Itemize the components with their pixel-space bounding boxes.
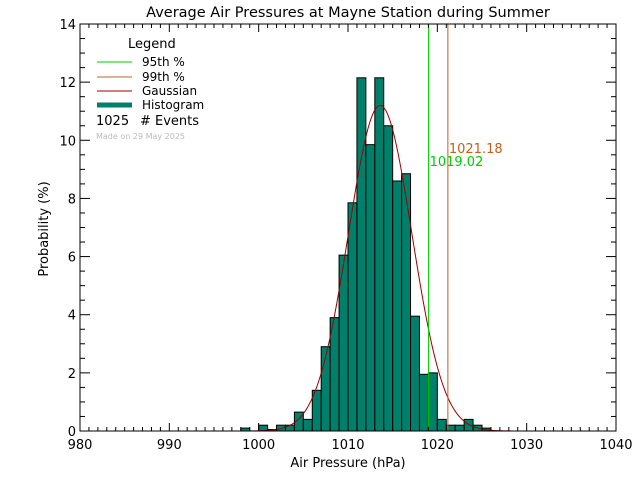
histogram-bar [463, 418, 474, 432]
histogram-bar [418, 373, 429, 432]
x-tick-label: 1030 [510, 438, 543, 453]
histogram-bar [284, 424, 295, 432]
y-tick-label: 10 [59, 134, 76, 149]
x-tick-label: 1000 [242, 438, 275, 453]
legend-label-95th: 95th % [142, 55, 185, 69]
y-tick-label: 6 [68, 251, 76, 266]
x-axis-label: Air Pressure (hPa) [290, 456, 405, 471]
x-tick-label: 990 [157, 438, 182, 453]
y-tick-label: 12 [59, 76, 76, 91]
legend-events-count: 1025 [96, 114, 129, 129]
histogram-bar [329, 317, 340, 432]
histogram-bar [302, 418, 313, 432]
histogram-bar [383, 125, 394, 432]
x-tick-label: 1010 [331, 438, 364, 453]
y-tick-label: 0 [68, 425, 76, 440]
legend: Legend 95th % 99th % Gaussian Histogram … [96, 37, 204, 141]
x-tick-label: 980 [68, 438, 93, 453]
y-tick-label: 4 [68, 309, 76, 324]
made-on-note: Made on 29 May 2025 [96, 132, 185, 141]
legend-events-label: # Events [140, 114, 199, 129]
chart-title: Average Air Pressures at Mayne Station d… [146, 5, 550, 21]
legend-label-histogram: Histogram [142, 98, 204, 112]
axes: 980 990 1000 1010 1020 1030 1040 0 2 4 6 8 10 12 14 [59, 18, 632, 453]
percentile-value-label: 1019.02 [430, 155, 484, 170]
histogram-bar [365, 144, 376, 432]
histogram-bar [454, 424, 465, 432]
histogram-bar [436, 418, 447, 432]
histogram-bar [410, 315, 420, 432]
histogram-bar [401, 173, 412, 432]
y-tick-label: 14 [59, 18, 76, 33]
legend-title: Legend [128, 37, 176, 52]
legend-label-gaussian: Gaussian [142, 84, 197, 98]
y-tick-label: 8 [68, 192, 76, 207]
histogram-bar [347, 202, 358, 432]
x-tick-label: 1040 [599, 438, 632, 453]
legend-label-99th: 99th % [142, 70, 185, 84]
histogram-bar [356, 77, 367, 432]
histogram-bar [320, 346, 331, 432]
y-axis-label: Probability (%) [37, 181, 52, 276]
x-tick-label: 1020 [421, 438, 454, 453]
histogram-bar [392, 180, 403, 432]
histogram-bar [427, 372, 438, 432]
percentile-value-label: 1021.18 [449, 142, 503, 157]
histogram-bar [374, 77, 385, 432]
y-tick-label: 2 [68, 367, 76, 382]
histogram-bar [311, 389, 322, 432]
